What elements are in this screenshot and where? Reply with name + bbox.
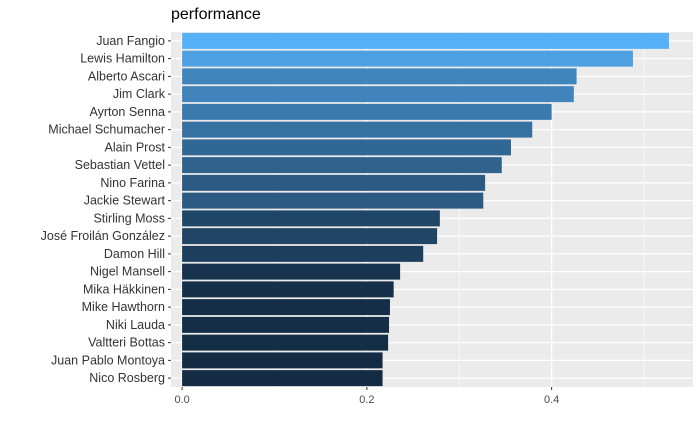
y-tick-label: Valtteri Bottas (88, 336, 165, 350)
bar (182, 263, 401, 280)
bar (182, 245, 424, 262)
bar (182, 210, 440, 227)
y-axis-labels: Juan Fangio Lewis Hamilton Alberto Ascari J… (41, 34, 171, 385)
x-tick-label: 0.2 (359, 394, 374, 406)
bars (182, 32, 669, 387)
y-tick-label: Stirling Moss (93, 211, 165, 225)
bar (182, 228, 438, 245)
x-tick-label: 0.0 (174, 394, 189, 406)
y-tick-label: Juan Pablo Montoya (51, 353, 165, 367)
bar (182, 139, 511, 156)
y-tick-label: Alberto Ascari (88, 69, 165, 83)
y-tick-label: Jim Clark (113, 87, 166, 101)
y-tick-label: Mike Hawthorn (82, 300, 165, 314)
y-tick-label: Lewis Hamilton (80, 52, 165, 66)
y-tick-label: Ayrton Senna (89, 105, 165, 119)
bar (182, 68, 577, 85)
bar (182, 334, 389, 351)
bar (182, 157, 502, 174)
y-tick-label: Niki Lauda (106, 318, 165, 332)
bar (182, 121, 533, 138)
bar (182, 352, 383, 369)
y-tick-label: Michael Schumacher (48, 123, 165, 137)
bar (182, 281, 394, 298)
y-tick-label: Damon Hill (104, 247, 165, 261)
bar (182, 103, 552, 120)
y-tick-label: Nigel Mansell (90, 265, 165, 279)
y-tick-label: Nino Farina (100, 176, 165, 190)
bar (182, 50, 633, 67)
y-tick-label: Juan Fangio (96, 34, 165, 48)
y-tick-label: José Froilán González (41, 229, 165, 243)
bar (182, 86, 574, 103)
y-tick-label: Sebastian Vettel (75, 158, 165, 172)
bar (182, 316, 390, 333)
bar (182, 192, 484, 209)
x-axis-labels: 0.0 0.2 0.4 (174, 387, 559, 406)
y-tick-label: Mika Häkkinen (83, 282, 165, 296)
bar (182, 370, 383, 387)
x-tick-label: 0.4 (544, 394, 559, 406)
bar (182, 174, 486, 191)
y-tick-label: Jackie Stewart (84, 194, 166, 208)
bar (182, 299, 390, 316)
y-tick-label: Nico Rosberg (89, 371, 165, 385)
chart-title: performance (171, 6, 261, 23)
y-tick-label: Alain Prost (105, 140, 166, 154)
plot-panel (171, 32, 693, 387)
bar (182, 32, 669, 49)
